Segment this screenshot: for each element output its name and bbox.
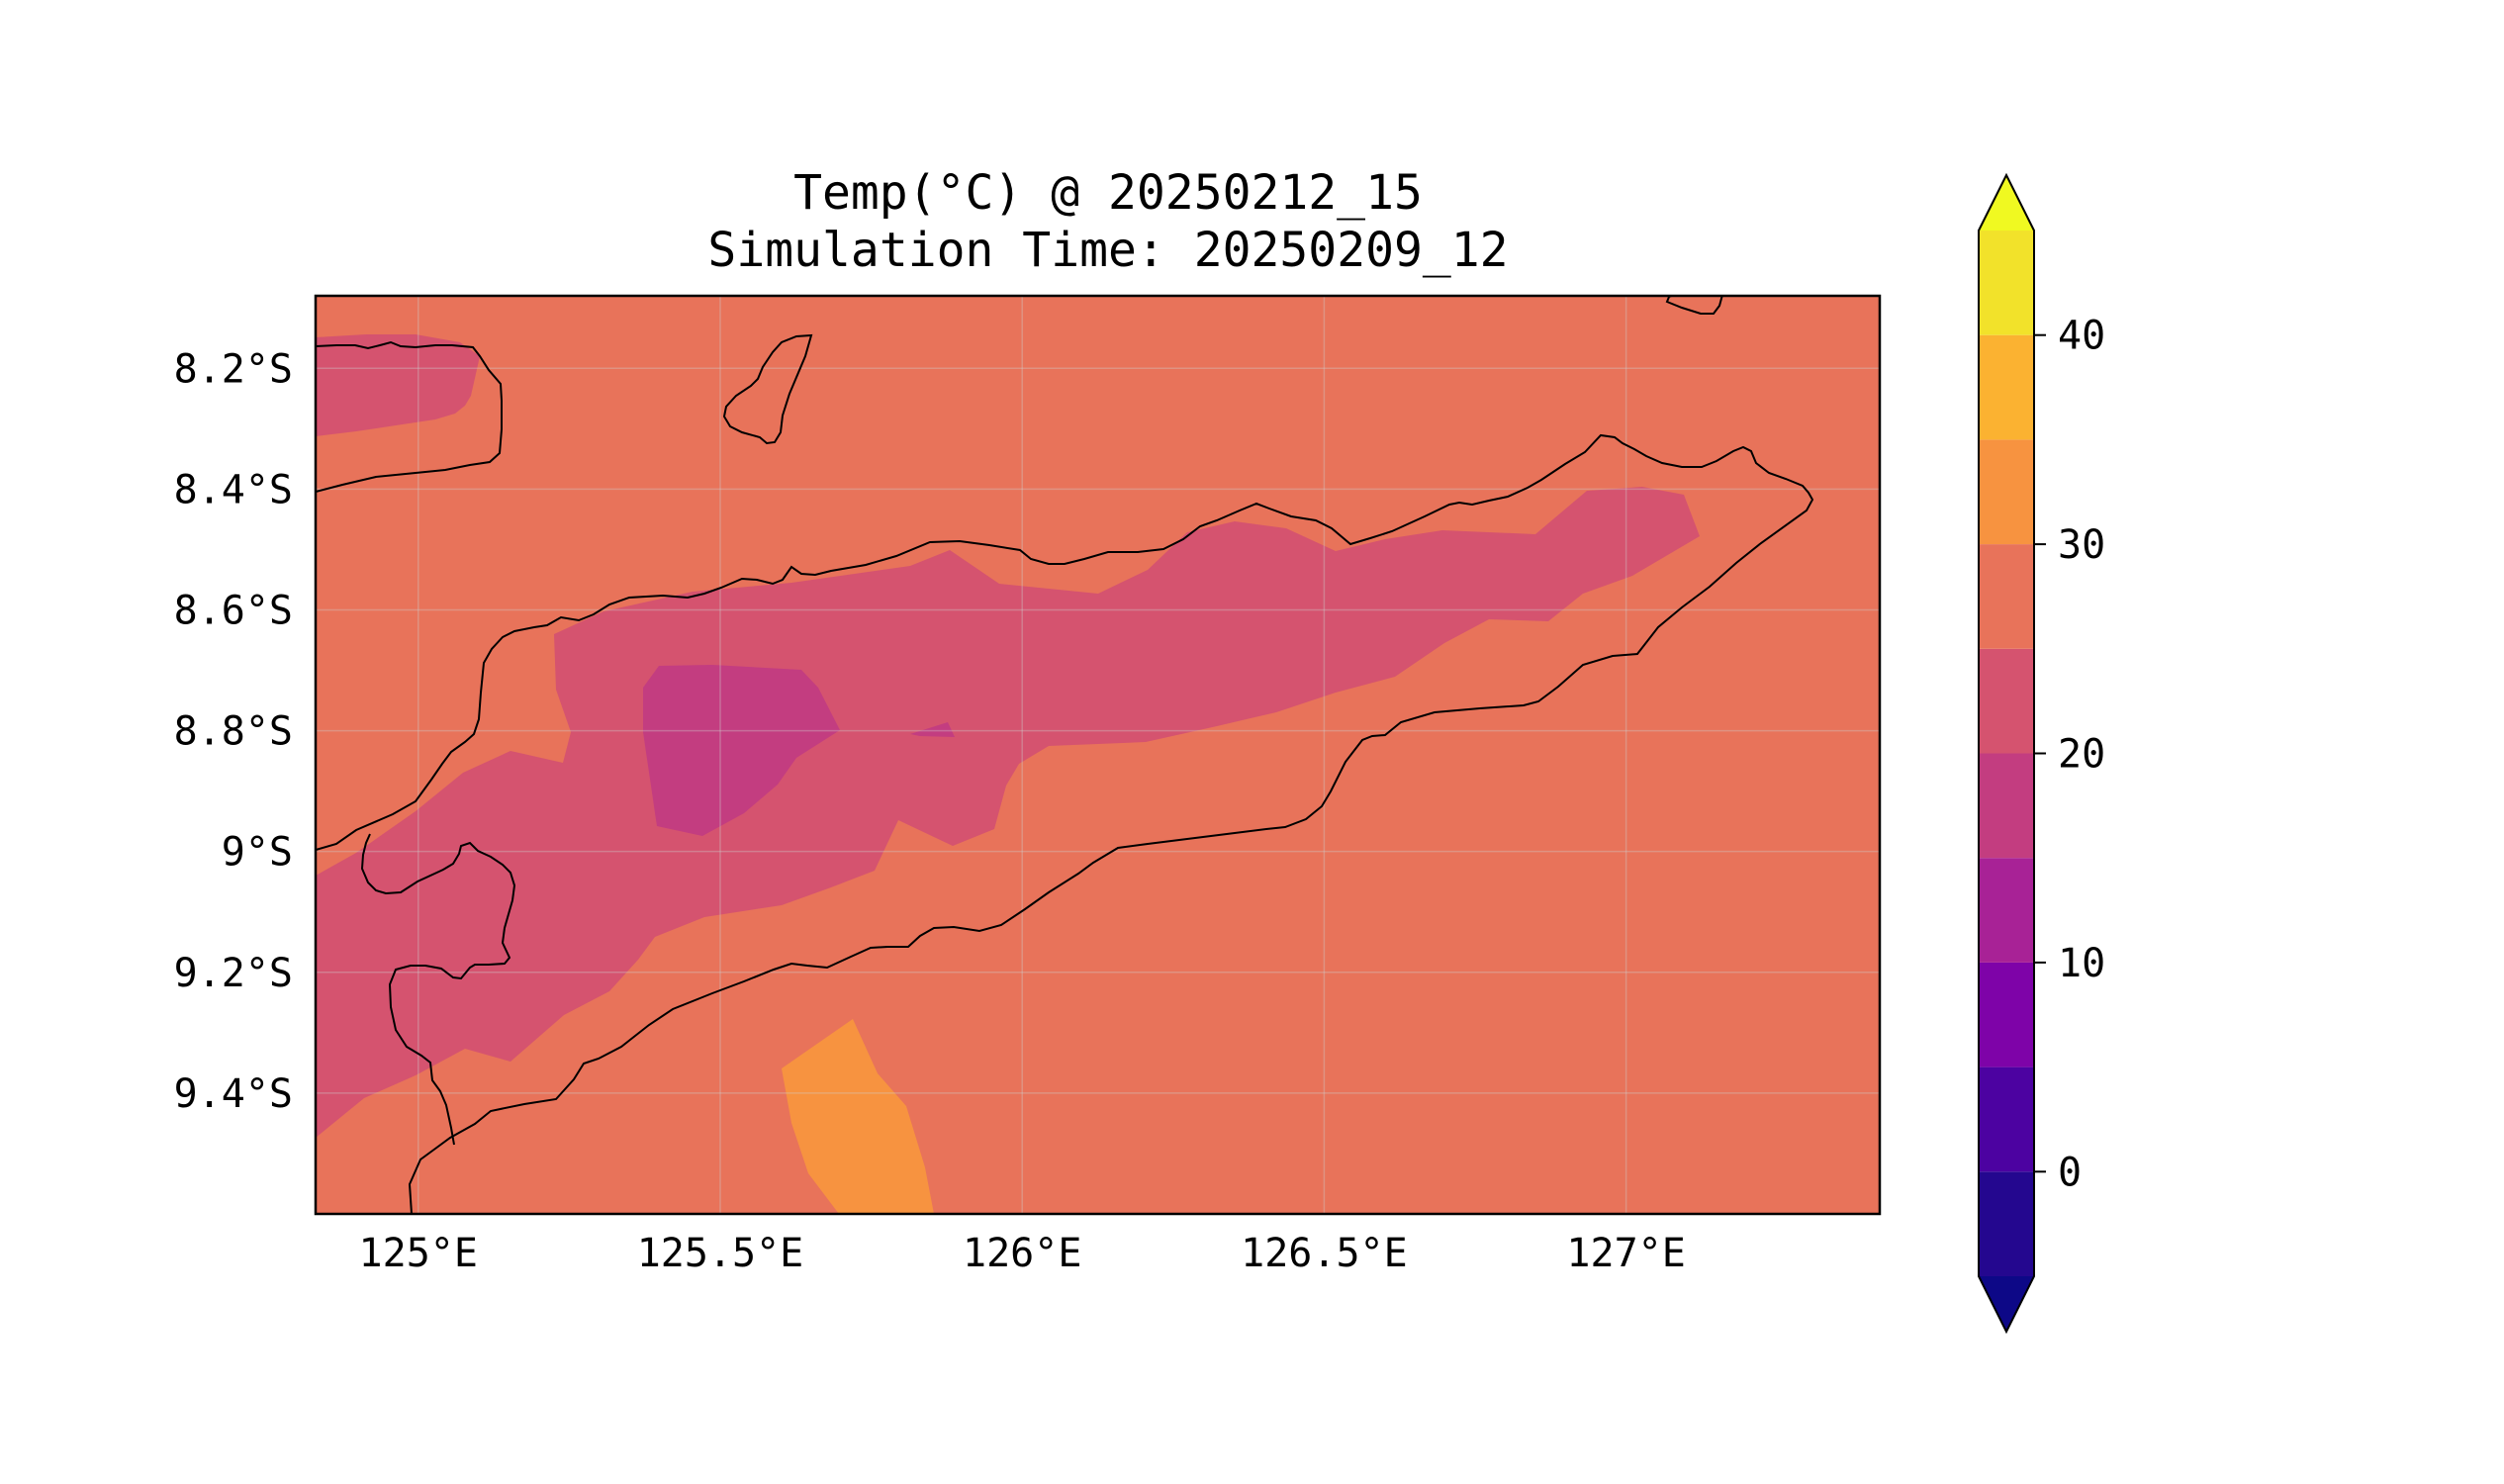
temp-region-15-20	[643, 665, 840, 836]
colorbar-tick-label: 0	[2058, 1150, 2082, 1195]
x-tick-label: 125°E	[359, 1231, 478, 1276]
colorbar-segment	[1979, 962, 2034, 1067]
coastline-atauro	[722, 333, 813, 445]
colorbar-tick-label: 20	[2058, 732, 2105, 778]
x-tick-label: 126°E	[963, 1231, 1081, 1276]
coastline-alor	[316, 340, 503, 493]
plot-title: Temp(°C) @ 20250212_15	[793, 165, 1423, 221]
coastline-oecusse	[360, 833, 516, 1146]
y-tick-label: 9°S	[222, 830, 293, 876]
colorbar-segment	[1979, 231, 2034, 335]
y-tick-label: 8.8°S	[174, 709, 293, 755]
colorbar-segment	[1979, 544, 2034, 649]
colorbar-segment	[1979, 753, 2034, 859]
colorbar: 0 10 20 30 40	[1978, 172, 2105, 1335]
colorbar-segment	[1979, 648, 2034, 754]
plot-subtitle: Simulation Time: 20250209_12	[707, 223, 1509, 278]
colorbar-segment	[1979, 1067, 2034, 1172]
map-panel	[316, 296, 1880, 1214]
colorbar-tick-label: 10	[2058, 941, 2105, 986]
colorbar-tick-label: 40	[2058, 314, 2105, 359]
coastline-wetar	[1665, 296, 1723, 315]
colorbar-segment	[1979, 1171, 2034, 1276]
colorbar-extend-min	[1979, 1276, 2034, 1332]
x-tick-label: 125.5°E	[637, 1231, 804, 1276]
x-tick-label: 127°E	[1566, 1231, 1685, 1276]
coastline-timor-north	[316, 433, 1814, 1214]
colorbar-segment	[1979, 334, 2034, 440]
temp-region-20-25-main	[316, 487, 1700, 1138]
colorbar-outline	[1978, 172, 2035, 1335]
y-axis: 8.2°S 8.4°S 8.6°S 8.8°S 9°S 9.2°S 9.4°S	[174, 346, 293, 1117]
colorbar-segment	[1979, 439, 2034, 545]
map-background-25-30	[316, 296, 1880, 1214]
colorbar-extend-max	[1979, 175, 2034, 231]
temp-region-15-20-sliver	[910, 722, 955, 737]
coastlines	[316, 296, 1814, 1214]
temp-region-20-25-northwest	[316, 334, 480, 436]
colorbar-tick-label: 30	[2058, 522, 2105, 568]
y-tick-label: 8.2°S	[174, 346, 293, 392]
map-frame	[314, 294, 1882, 1216]
temp-region-30-35	[782, 1019, 934, 1214]
gridlines	[316, 296, 1880, 1214]
x-axis: 125°E 125.5°E 126°E 126.5°E 127°E	[359, 1231, 1686, 1276]
x-tick-label: 126.5°E	[1241, 1231, 1408, 1276]
y-tick-label: 8.6°S	[174, 588, 293, 633]
y-tick-label: 9.4°S	[174, 1071, 293, 1117]
colorbar-segment	[1979, 858, 2034, 963]
y-tick-label: 9.2°S	[174, 951, 293, 996]
y-tick-label: 8.4°S	[174, 467, 293, 512]
